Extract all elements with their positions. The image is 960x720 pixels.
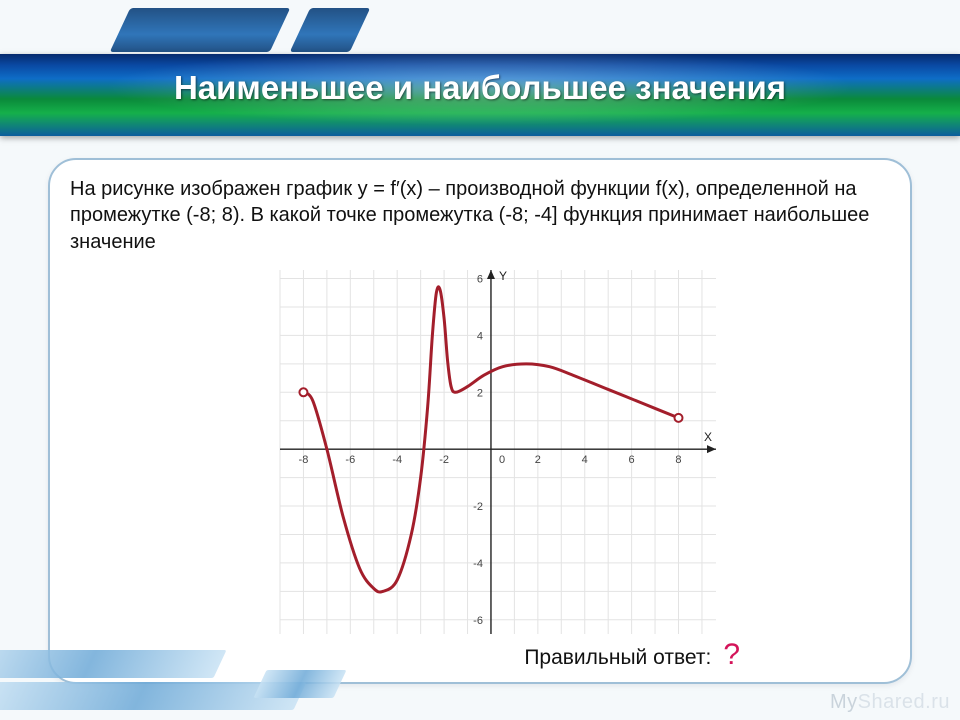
- bottom-deco-shape: [253, 670, 346, 698]
- chart-svg: -8 -6 -4 -2 2 4 6 8 -6 -4 -2 2 4 6 0 X Y: [240, 264, 740, 644]
- answer-mark: ?: [723, 638, 740, 672]
- problem-text: На рисунке изображен график y = f′(x) – …: [70, 176, 890, 255]
- svg-text:2: 2: [535, 454, 541, 466]
- slide-title: Наименьшее и наибольшее значения: [0, 69, 960, 107]
- svg-text:4: 4: [582, 454, 588, 466]
- watermark-light: Shared.ru: [858, 691, 950, 713]
- svg-text:6: 6: [477, 274, 483, 286]
- svg-text:-2: -2: [473, 501, 483, 513]
- svg-text:-4: -4: [392, 454, 402, 466]
- svg-text:Y: Y: [499, 269, 507, 283]
- svg-text:-8: -8: [299, 454, 309, 466]
- svg-text:-6: -6: [473, 615, 483, 627]
- bottom-deco-shape: [0, 650, 227, 678]
- svg-text:8: 8: [675, 454, 681, 466]
- top-deco-shape: [110, 8, 291, 52]
- answer-label: Правильный ответ:: [524, 646, 711, 670]
- slide-root: Наименьшее и наибольшее значения На рису…: [0, 0, 960, 720]
- svg-text:0: 0: [499, 454, 505, 466]
- content-panel: На рисунке изображен график y = f′(x) – …: [48, 158, 912, 684]
- svg-text:-6: -6: [345, 454, 355, 466]
- top-deco-shape: [290, 8, 371, 52]
- watermark-strong: My: [830, 691, 858, 713]
- svg-text:-4: -4: [473, 558, 483, 570]
- svg-text:4: 4: [477, 330, 483, 342]
- svg-text:-2: -2: [439, 454, 449, 466]
- watermark: MyShared.ru: [830, 691, 950, 714]
- svg-text:6: 6: [629, 454, 635, 466]
- svg-text:2: 2: [477, 387, 483, 399]
- svg-text:X: X: [704, 430, 712, 444]
- answer-row: Правильный ответ: ?: [524, 638, 740, 672]
- derivative-chart: -8 -6 -4 -2 2 4 6 8 -6 -4 -2 2 4 6 0 X Y: [240, 264, 740, 649]
